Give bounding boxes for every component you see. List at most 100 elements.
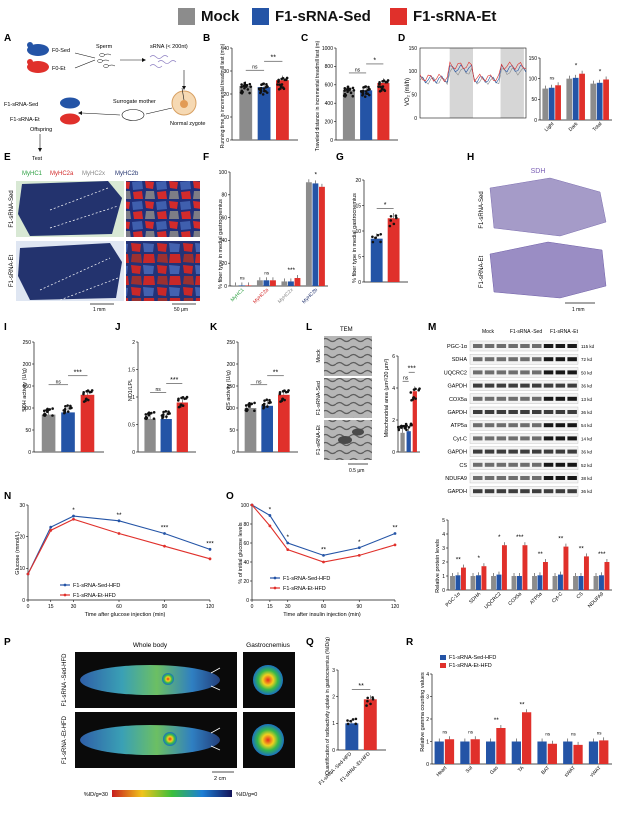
data-point xyxy=(388,224,392,228)
sdh-section-sed xyxy=(489,177,607,237)
y-tick-label: 100 xyxy=(23,406,32,412)
arrow-icon xyxy=(210,685,221,691)
blot-band xyxy=(555,436,566,441)
data-point xyxy=(392,222,396,226)
data-point xyxy=(366,696,370,700)
y-tick-label: 10 xyxy=(19,566,25,572)
sig-label: ns xyxy=(468,729,474,734)
data-point xyxy=(278,83,281,86)
series-line xyxy=(251,504,396,556)
y-tick-label: 50 xyxy=(411,92,417,98)
bar xyxy=(537,741,547,764)
bar xyxy=(579,73,585,120)
blot-band xyxy=(567,423,577,428)
data-point xyxy=(344,93,348,97)
data-point xyxy=(409,423,412,427)
sig-label: *** xyxy=(408,366,416,373)
blot-kda-label: 72 kd xyxy=(581,357,593,362)
data-point xyxy=(68,407,72,410)
blot-band xyxy=(473,436,483,441)
blot-band xyxy=(484,396,495,401)
bar xyxy=(511,741,521,764)
sig-label: * xyxy=(575,63,578,70)
sig-label: ns xyxy=(56,379,62,385)
panel-e: E MyHC1 MyHC2a MyHC2x MyHC2b F1-sRNA-Sed… xyxy=(4,152,200,313)
blot-band xyxy=(473,489,483,494)
data-point xyxy=(249,85,253,88)
muscle-section-et xyxy=(18,243,122,300)
blot-band xyxy=(496,357,507,362)
sig-label: ** xyxy=(519,701,525,708)
needle-icon xyxy=(181,87,185,101)
bar xyxy=(552,576,558,590)
y-tick-label: 2 xyxy=(426,717,429,723)
fiber-label-myhc2b: MyHC2b xyxy=(115,171,139,177)
blot-band xyxy=(508,436,518,441)
row-label-et: F1-sRNA-Et xyxy=(479,256,485,289)
muscle-section-sed xyxy=(18,181,122,236)
data-point xyxy=(148,412,152,415)
blot-band xyxy=(496,423,507,428)
y-tick-label: 4 xyxy=(392,386,395,392)
blot-band xyxy=(555,357,566,362)
data-point xyxy=(163,544,166,548)
scale-label-50um: 50 μm xyxy=(174,307,188,313)
data-point xyxy=(405,428,408,432)
data-point xyxy=(414,397,417,400)
blot-band xyxy=(532,462,542,467)
data-point xyxy=(417,388,420,392)
blot-band xyxy=(532,344,542,348)
sig-label: ns xyxy=(571,732,577,737)
panel-i: I SDH activity (U/g) 0 50 100 150 200 250 ns **… xyxy=(4,322,104,456)
y-tick-label: 800 xyxy=(325,64,334,70)
bar xyxy=(305,182,312,286)
y-tick-label: 150 xyxy=(409,46,418,52)
bar xyxy=(263,280,270,286)
sig-label: ** xyxy=(271,55,277,62)
blot-band xyxy=(484,357,495,362)
panel-j-ylabel: ND1/LPL xyxy=(128,379,134,401)
panel-h-letter: H xyxy=(467,152,474,163)
legend-label: F1-sRNA-Et-HFD xyxy=(449,663,492,669)
bar xyxy=(244,408,257,452)
blot-band xyxy=(532,489,542,494)
bar xyxy=(537,575,543,590)
bar xyxy=(481,566,487,590)
y-tick-label: 2 xyxy=(442,560,445,566)
blot-band xyxy=(567,489,577,494)
blot-band xyxy=(520,410,530,414)
blot-band xyxy=(567,410,577,414)
data-point xyxy=(72,517,75,521)
data-point xyxy=(26,572,30,576)
sig-label: *** xyxy=(161,525,169,532)
data-point xyxy=(412,388,416,391)
blot-band xyxy=(473,410,483,414)
bar xyxy=(261,405,273,452)
blot-band xyxy=(567,344,577,348)
blot-kda-label: 54 kd xyxy=(581,423,593,428)
blot-band xyxy=(543,449,554,454)
blot-band xyxy=(567,449,577,454)
bar xyxy=(501,545,507,590)
bar xyxy=(470,739,480,764)
bar xyxy=(604,562,610,590)
data-point xyxy=(86,398,90,402)
y-tick-label: 0 xyxy=(132,450,135,456)
arrowhead xyxy=(38,148,42,152)
data-point xyxy=(265,398,269,402)
blot-protein-label: COX5a xyxy=(449,397,468,403)
bar xyxy=(239,85,253,140)
bar xyxy=(566,78,573,120)
sperm-label: Sperm xyxy=(96,44,113,50)
x-tick-label: UQCRC2 xyxy=(483,591,502,610)
sig-label: *** xyxy=(516,534,524,541)
blot-band xyxy=(543,423,554,428)
data-point xyxy=(343,86,347,90)
x-tick-label: TA xyxy=(517,765,526,774)
y-tick-label: 150 xyxy=(529,56,538,62)
panel-f: F % fiber type in medial gastrocnemius 0… xyxy=(203,152,328,305)
data-point xyxy=(277,80,280,83)
data-point xyxy=(243,86,246,90)
data-point xyxy=(268,524,272,528)
